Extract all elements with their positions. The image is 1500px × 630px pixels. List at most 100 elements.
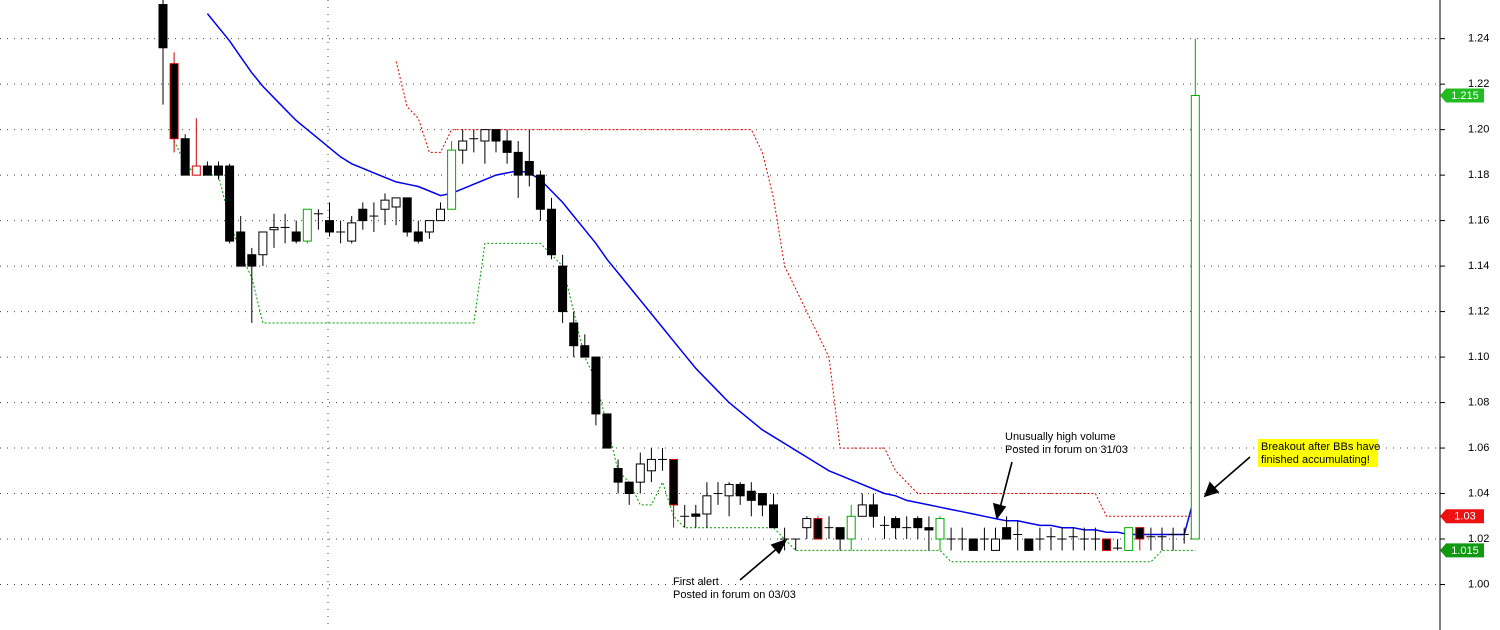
candle-body (402, 197, 412, 233)
candle-body (380, 199, 390, 210)
candle-body (214, 165, 223, 176)
indicator-line (395, 61, 1196, 517)
candle (1157, 527, 1167, 551)
candle (402, 197, 412, 237)
candle-body (491, 129, 501, 142)
y-tick-label: 1.12 (1468, 305, 1489, 317)
candle-body (757, 493, 767, 506)
candle (291, 220, 301, 244)
candle (1013, 520, 1023, 551)
candle (646, 448, 656, 483)
annotation-text: Unusually high volume (1005, 431, 1116, 443)
candle (1002, 516, 1012, 540)
indicator-line (206, 13, 1197, 536)
candle-body (535, 174, 545, 210)
candle (868, 493, 878, 528)
candle-body (1002, 527, 1012, 540)
candle (1124, 527, 1134, 551)
candle (835, 527, 845, 551)
candle-body (424, 220, 434, 233)
candle (436, 202, 445, 222)
candle (1190, 38, 1200, 540)
candle (424, 220, 434, 239)
annotation-text: finished accumulating! (1261, 454, 1370, 466)
y-tick-label: 1.00 (1468, 578, 1489, 590)
candle-body (502, 140, 512, 153)
candle-body (391, 197, 401, 208)
candle-body (846, 515, 856, 540)
candle (480, 129, 490, 164)
candle (591, 356, 601, 426)
candle (957, 527, 967, 551)
candle (547, 197, 556, 260)
candle (169, 52, 179, 153)
candle-body (169, 63, 179, 140)
candle-body (724, 483, 734, 497)
candle (669, 458, 679, 528)
candle-body (813, 518, 823, 540)
candle (846, 504, 856, 551)
candle (979, 527, 989, 551)
candle-body (513, 151, 523, 176)
candle-body (835, 527, 845, 540)
candle (1102, 538, 1111, 551)
candle (469, 129, 479, 153)
candle (968, 538, 978, 551)
candle (791, 538, 801, 551)
candle-body (669, 458, 679, 506)
candle (447, 141, 457, 210)
candle (746, 482, 756, 517)
candle (1046, 527, 1056, 551)
candle-body (358, 208, 368, 222)
candle (802, 516, 812, 540)
candle (602, 413, 612, 449)
candle-body (913, 518, 923, 529)
annotation-text: Posted in forum on 03/03 (673, 589, 796, 601)
candle-body (1024, 538, 1034, 551)
candle (202, 161, 212, 176)
y-tick-label: 1.14 (1468, 260, 1489, 272)
candle (613, 459, 623, 494)
candle (569, 311, 579, 358)
candle (269, 213, 279, 248)
candle (513, 141, 523, 198)
candle-body (347, 222, 357, 242)
candle-body (613, 468, 623, 483)
candle-body (569, 322, 579, 347)
candle-body (1135, 527, 1145, 540)
candle (191, 118, 201, 176)
candle-body (735, 483, 745, 497)
candle (535, 170, 545, 221)
candle (1079, 527, 1089, 551)
candle-body (180, 138, 190, 176)
candle (724, 482, 734, 517)
candle-body (691, 513, 701, 517)
candle (891, 516, 901, 540)
annotation-text: First alert (673, 576, 719, 588)
candle-body (857, 504, 867, 517)
candle (158, 0, 168, 105)
candle-body (202, 165, 212, 176)
candle (946, 527, 956, 551)
candle (225, 163, 235, 244)
candle (880, 516, 889, 540)
y-tick-label: 1.04 (1468, 487, 1489, 499)
candle (624, 481, 634, 505)
annotation-text: Breakout after BBs have (1261, 441, 1380, 453)
price-tag (1440, 88, 1484, 103)
candle (302, 208, 312, 244)
candle-body (447, 149, 457, 210)
candle (1090, 527, 1100, 551)
candle (1068, 527, 1078, 551)
price-tag-label: 1.215 (1451, 90, 1479, 102)
candle-body (247, 254, 257, 267)
y-tick-label: 1.08 (1468, 396, 1489, 408)
candle-body (891, 518, 901, 529)
candle (991, 527, 1000, 551)
candle (757, 493, 767, 517)
candle (680, 504, 690, 528)
candle (1113, 539, 1123, 551)
candle-body (624, 481, 634, 495)
candle-body (769, 504, 778, 529)
candle (824, 516, 834, 540)
